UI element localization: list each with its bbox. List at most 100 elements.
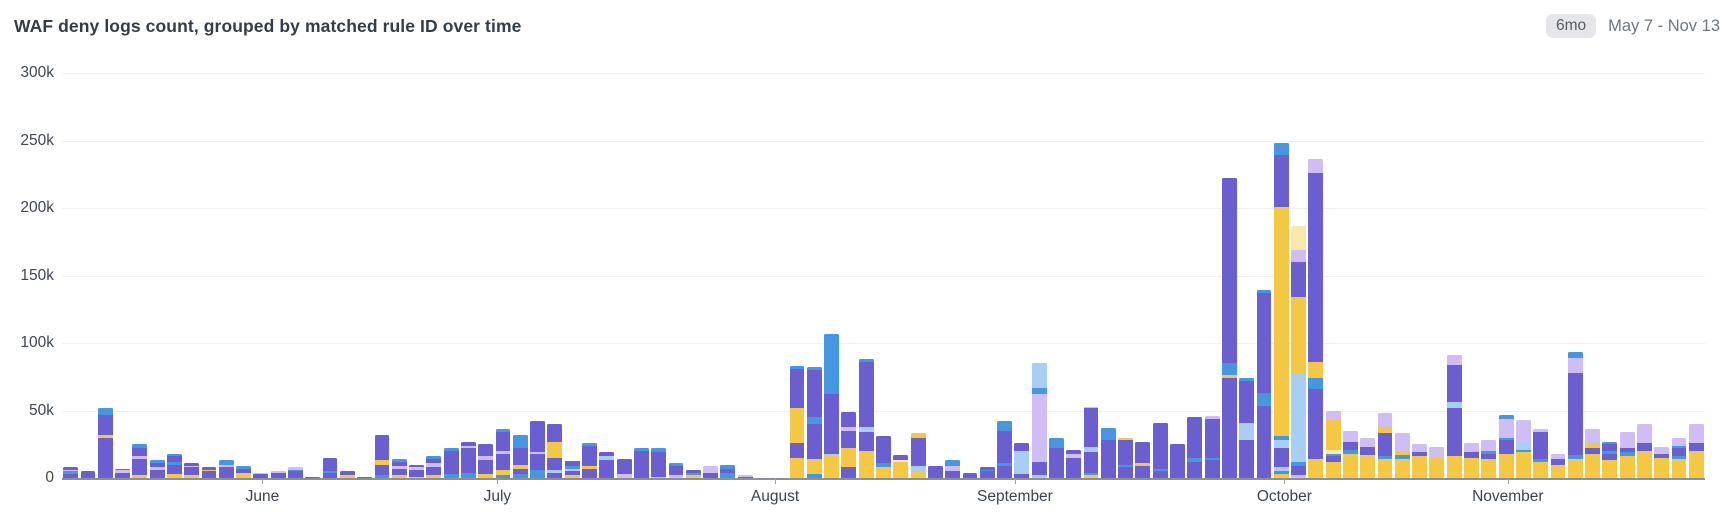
stacked-bar-1[interactable]: [80, 471, 96, 478]
stacked-bar-25[interactable]: [495, 429, 511, 478]
stacked-bar-76[interactable]: [1377, 413, 1393, 478]
stacked-bar-16[interactable]: [339, 471, 355, 478]
stacked-bar-83[interactable]: [1498, 414, 1514, 478]
stacked-bar-14[interactable]: [305, 476, 321, 478]
stacked-bar-33[interactable]: [633, 448, 649, 478]
stacked-bar-36[interactable]: [685, 469, 701, 478]
stacked-bar-55[interactable]: [1014, 442, 1030, 478]
stacked-bar-28[interactable]: [547, 424, 563, 478]
stacked-bar-80[interactable]: [1446, 355, 1462, 478]
stacked-bar-47[interactable]: [876, 436, 891, 478]
stacked-bar-49[interactable]: [910, 433, 926, 478]
stacked-bar-32[interactable]: [616, 459, 632, 478]
stacked-bar-6[interactable]: [166, 453, 182, 478]
stacked-bar-15[interactable]: [322, 457, 338, 478]
stacked-bar-94[interactable]: [1688, 424, 1704, 478]
stacked-bar-64[interactable]: [1170, 444, 1185, 478]
stacked-bar-30[interactable]: [582, 442, 597, 478]
stacked-bar-57[interactable]: [1049, 437, 1064, 478]
stacked-bar-59[interactable]: [1083, 406, 1099, 478]
stacked-bar-87[interactable]: [1567, 352, 1583, 478]
stacked-bar-77[interactable]: [1394, 433, 1410, 478]
stacked-bar-46[interactable]: [858, 359, 874, 478]
stacked-bar-66[interactable]: [1204, 415, 1220, 478]
stacked-bar-29[interactable]: [564, 460, 580, 478]
stacked-bar-62[interactable]: [1135, 441, 1151, 478]
stacked-bar-19[interactable]: [391, 459, 407, 478]
stacked-bar-27[interactable]: [530, 421, 546, 478]
stacked-bar-52[interactable]: [962, 472, 978, 478]
stacked-bar-44[interactable]: [824, 333, 840, 478]
stacked-bar-88[interactable]: [1585, 429, 1600, 478]
stacked-bar-21[interactable]: [426, 456, 442, 478]
stacked-bar-72[interactable]: [1308, 159, 1324, 478]
stacked-bar-54[interactable]: [997, 421, 1012, 478]
stacked-bar-42[interactable]: [789, 365, 805, 478]
stacked-bar-69[interactable]: [1256, 290, 1272, 478]
bar-segment-rule-lavender: [460, 445, 476, 449]
stacked-bar-78[interactable]: [1412, 444, 1428, 478]
bar-segment-rule-yellow: [1567, 459, 1583, 478]
stacked-bar-68[interactable]: [1239, 378, 1255, 478]
stacked-bar-10[interactable]: [236, 465, 252, 478]
stacked-bar-73[interactable]: [1325, 410, 1341, 478]
stacked-bar-13[interactable]: [288, 467, 303, 478]
stacked-bar-50[interactable]: [927, 465, 943, 478]
bar-segment-rule-purple: [1135, 441, 1151, 464]
stacked-bar-70[interactable]: [1273, 143, 1289, 478]
time-range-badge[interactable]: 6mo: [1545, 14, 1597, 38]
stacked-bar-92[interactable]: [1654, 446, 1670, 478]
stacked-bar-51[interactable]: [945, 460, 961, 478]
stacked-bar-48[interactable]: [893, 455, 909, 478]
stacked-bar-2[interactable]: [97, 407, 113, 478]
stacked-bar-39[interactable]: [737, 475, 753, 478]
stacked-bar-86[interactable]: [1550, 453, 1566, 478]
stacked-bar-71[interactable]: [1291, 225, 1306, 478]
stacked-bar-8[interactable]: [201, 467, 217, 478]
stacked-bar-60[interactable]: [1100, 428, 1116, 478]
stacked-bar-85[interactable]: [1533, 429, 1549, 478]
stacked-bar-61[interactable]: [1118, 437, 1134, 478]
stacked-bar-11[interactable]: [253, 472, 269, 478]
stacked-bar-35[interactable]: [668, 463, 684, 478]
stacked-bar-43[interactable]: [806, 367, 822, 478]
bar-segment-rule-purple: [720, 468, 736, 473]
stacked-bar-81[interactable]: [1464, 442, 1479, 478]
stacked-bar-34[interactable]: [651, 448, 667, 478]
stacked-bar-9[interactable]: [218, 460, 234, 478]
stacked-bar-90[interactable]: [1619, 432, 1635, 478]
stacked-bar-12[interactable]: [270, 471, 286, 478]
stacked-bar-38[interactable]: [720, 464, 736, 478]
stacked-bar-93[interactable]: [1671, 437, 1687, 478]
stacked-bar-37[interactable]: [703, 465, 718, 478]
stacked-bar-65[interactable]: [1187, 417, 1203, 478]
stacked-bar-56[interactable]: [1031, 363, 1047, 478]
stacked-bar-17[interactable]: [357, 476, 373, 478]
stacked-bar-91[interactable]: [1637, 424, 1652, 478]
stacked-bar-67[interactable]: [1221, 178, 1237, 478]
stacked-bar-74[interactable]: [1343, 430, 1358, 478]
stacked-bar-75[interactable]: [1360, 437, 1376, 478]
bar-segment-rule-purple: [97, 437, 113, 478]
stacked-bar-84[interactable]: [1515, 419, 1531, 478]
stacked-bar-58[interactable]: [1066, 449, 1082, 478]
stacked-bar-31[interactable]: [599, 452, 615, 478]
bar-segment-rule-yellow: [1481, 459, 1497, 478]
stacked-bar-82[interactable]: [1481, 440, 1497, 478]
stacked-bar-26[interactable]: [512, 434, 528, 478]
stacked-bar-18[interactable]: [374, 434, 390, 478]
stacked-bar-0[interactable]: [63, 467, 79, 478]
stacked-bar-63[interactable]: [1152, 422, 1168, 478]
stacked-bar-79[interactable]: [1429, 446, 1445, 478]
stacked-bar-5[interactable]: [149, 460, 165, 478]
stacked-bar-53[interactable]: [979, 467, 995, 478]
stacked-bar-3[interactable]: [115, 468, 130, 478]
stacked-bar-23[interactable]: [460, 441, 476, 478]
stacked-bar-4[interactable]: [132, 444, 148, 478]
stacked-bar-20[interactable]: [409, 464, 424, 478]
stacked-bar-22[interactable]: [443, 448, 459, 478]
stacked-bar-7[interactable]: [184, 463, 200, 478]
stacked-bar-89[interactable]: [1602, 441, 1618, 478]
stacked-bar-24[interactable]: [478, 444, 494, 478]
stacked-bar-45[interactable]: [841, 411, 857, 478]
